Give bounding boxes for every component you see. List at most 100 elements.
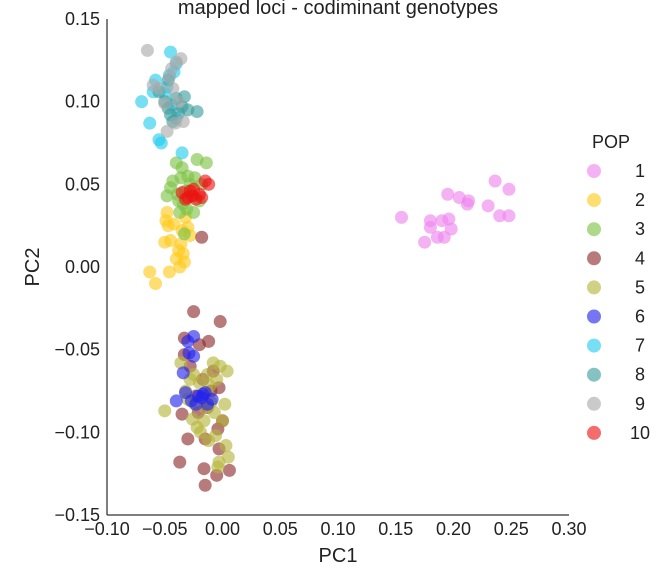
data-point (418, 235, 432, 249)
legend-item: 7 (587, 336, 645, 356)
legend-marker (587, 164, 601, 178)
data-point (442, 212, 456, 226)
legend-label: 8 (635, 365, 645, 385)
legend: 1 2 3 4 5 6 7 8 9 10 (587, 161, 650, 443)
data-point (174, 237, 188, 251)
legend-item: 9 (587, 394, 645, 414)
data-point (143, 116, 157, 130)
data-point (149, 277, 163, 291)
data-point (164, 234, 178, 248)
data-point (166, 81, 180, 95)
data-point (158, 404, 172, 418)
series-9-points (140, 43, 190, 138)
legend-item: 6 (587, 307, 645, 327)
data-point (190, 105, 204, 119)
legend-marker (587, 251, 601, 266)
legend-label: 6 (635, 307, 645, 327)
data-point (135, 95, 149, 109)
data-point (172, 95, 186, 109)
x-tick-label: 0.15 (378, 519, 413, 539)
data-point (197, 462, 211, 476)
x-tick-label: −0.10 (84, 519, 130, 539)
data-point (143, 265, 157, 279)
legend-item: 1 (587, 161, 645, 181)
y-tick-label: 0.00 (65, 257, 100, 277)
data-point (177, 255, 191, 269)
legend-item: 8 (587, 365, 645, 385)
data-point (164, 45, 178, 59)
data-point (493, 209, 507, 223)
x-tick-label: −0.05 (142, 519, 188, 539)
x-tick-label: 0.20 (436, 519, 471, 539)
data-point (202, 334, 216, 348)
data-point (158, 96, 172, 110)
y-tick-label: −0.05 (54, 340, 100, 360)
data-point (194, 425, 208, 439)
data-point (175, 146, 189, 160)
y-axis-label: PC2 (22, 248, 44, 287)
x-tick-label: 0.25 (494, 519, 529, 539)
data-point (169, 394, 183, 408)
legend-label: 3 (635, 219, 645, 239)
legend-label: 4 (635, 248, 645, 268)
legend-title: POP (592, 132, 630, 152)
data-point (199, 156, 213, 170)
chart-title: mapped loci - codiminant genotypes (178, 0, 498, 19)
series-2-points (143, 205, 197, 291)
data-point (140, 43, 154, 57)
data-point (395, 210, 409, 224)
series-5-points (158, 356, 235, 474)
x-tick-label: 0.10 (320, 519, 355, 539)
data-point (481, 199, 495, 213)
legend-marker (587, 280, 601, 295)
legend-marker (587, 193, 601, 208)
legend-label: 5 (635, 277, 645, 297)
legend-item: 5 (587, 277, 645, 297)
legend-marker (587, 367, 601, 382)
data-point (202, 177, 216, 191)
data-point (197, 414, 211, 428)
series-10-points (175, 174, 216, 206)
y-tick-label: 0.10 (65, 92, 100, 112)
x-axis-label: PC1 (319, 545, 358, 567)
data-point (187, 349, 201, 363)
data-point (221, 450, 235, 464)
data-point (488, 174, 502, 188)
data-point (181, 432, 195, 446)
data-point (195, 230, 209, 244)
data-point (177, 227, 191, 241)
x-tick-labels: −0.10 −0.05 0.00 0.05 0.10 0.15 0.20 0.25 0.30 (84, 519, 586, 539)
legend-item: 3 (587, 219, 645, 239)
data-point (173, 455, 187, 469)
data-point (187, 205, 201, 219)
series-1-points (395, 174, 516, 249)
data-point (152, 81, 166, 95)
data-point (160, 124, 174, 138)
y-tick-labels: −0.15 −0.10 −0.05 0.00 0.05 0.10 0.15 (54, 9, 100, 525)
legend-label: 10 (630, 423, 650, 443)
data-point (174, 52, 188, 66)
data-point (462, 194, 476, 208)
data-point (174, 356, 188, 370)
data-point (210, 372, 224, 386)
data-point (220, 364, 234, 378)
scatter-points (135, 43, 516, 492)
data-point (175, 407, 189, 421)
y-tick-label: −0.15 (54, 505, 100, 525)
data-point (160, 205, 174, 219)
legend-label: 7 (635, 336, 645, 356)
data-point (198, 478, 212, 492)
data-point (187, 329, 201, 343)
legend-label: 9 (635, 394, 645, 414)
data-point (441, 187, 455, 201)
legend-marker (587, 338, 601, 353)
data-point (502, 182, 516, 196)
legend-marker (587, 309, 601, 324)
data-point (444, 222, 458, 236)
data-point (154, 136, 168, 150)
data-point (187, 305, 201, 319)
data-point (218, 397, 232, 411)
series-6-points (169, 329, 219, 411)
y-tick-label: 0.05 (65, 174, 100, 194)
